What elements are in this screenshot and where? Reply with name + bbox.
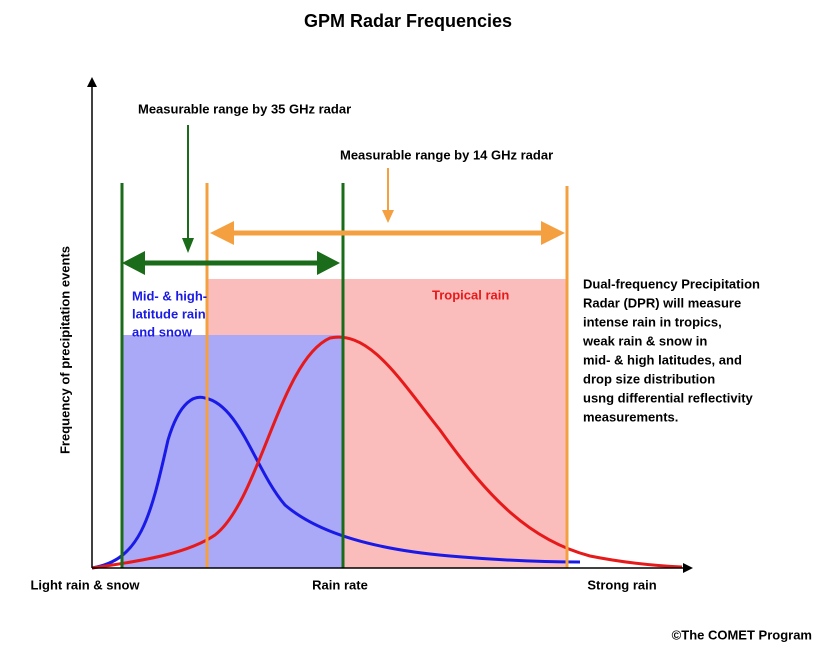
x-label: Rain rate — [312, 577, 368, 592]
dpr-line: Dual-frequency Precipitation — [583, 276, 760, 291]
region-label: and snow — [132, 324, 193, 339]
x-label: Light rain & snow — [30, 577, 140, 592]
dpr-line: Radar (DPR) will measure — [583, 295, 741, 310]
dpr-line: drop size distribution — [583, 371, 715, 386]
orange-pointer-head — [382, 210, 394, 223]
dpr-line: usng differential reflectivity — [583, 390, 754, 405]
credit: ©The COMET Program — [672, 627, 812, 642]
dpr-line: measurements. — [583, 409, 678, 424]
dpr-line: mid- & high latitudes, and — [583, 352, 742, 367]
mid-high-region — [122, 335, 343, 568]
annotation: Measurable range by 35 GHz radar — [138, 101, 351, 116]
title: GPM Radar Frequencies — [304, 11, 512, 31]
dpr-line: intense rain in tropics, — [583, 314, 722, 329]
region-label: latitude rain — [132, 306, 206, 321]
y-axis-label: Frequency of precipitation events — [57, 246, 72, 454]
dpr-note: Dual-frequency Precipitation Radar (DPR) … — [582, 276, 760, 424]
region-label: Tropical rain — [432, 287, 509, 302]
region-label: Mid- & high- — [132, 288, 207, 303]
x-label: Strong rain — [587, 577, 656, 592]
blue-curve — [91, 395, 581, 570]
green-pointer-head — [182, 238, 194, 253]
green-arrowheads — [122, 251, 340, 275]
annotation: Measurable range by 14 GHz radar — [340, 147, 553, 162]
red-curve — [91, 335, 683, 570]
dpr-line: weak rain & snow in — [582, 333, 707, 348]
